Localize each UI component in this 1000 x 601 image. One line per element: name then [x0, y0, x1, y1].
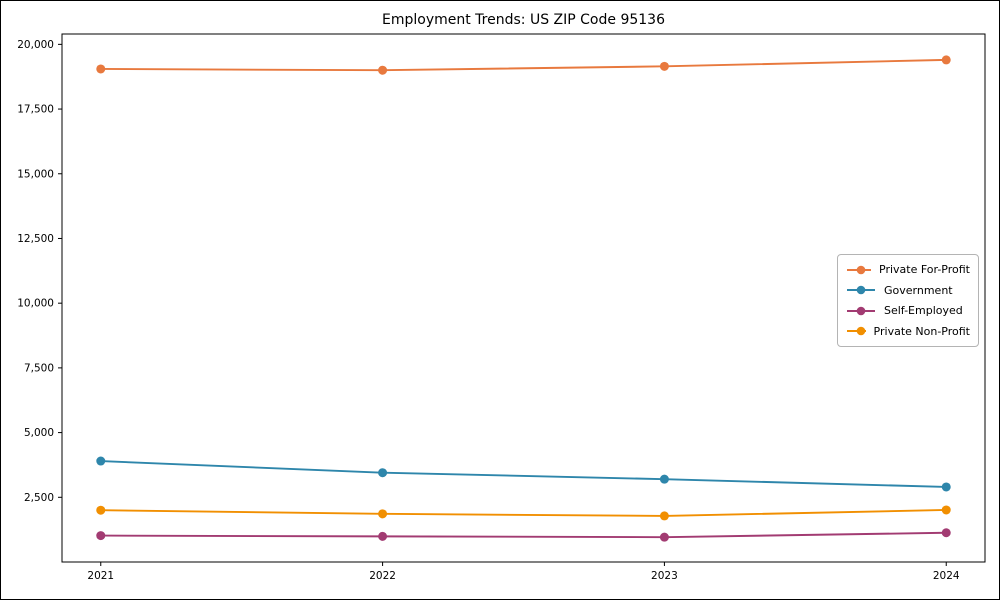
plot-frame: [61, 33, 986, 563]
data-point: [941, 505, 951, 515]
data-point: [96, 456, 106, 466]
series-line: [100, 509, 947, 517]
legend-swatch-icon: [847, 306, 875, 316]
series-line: [100, 531, 947, 539]
legend-swatch-icon: [847, 327, 866, 336]
data-point: [378, 468, 388, 478]
y-tick-label: 15,000: [17, 168, 54, 180]
legend: Private For-Profit Government Self-Employe…: [837, 254, 979, 347]
data-point: [96, 505, 106, 515]
data-point: [96, 531, 106, 541]
legend-item: Government: [846, 283, 970, 298]
y-tick-label: 10,000: [17, 298, 54, 310]
y-tick-label: 7,500: [24, 362, 54, 374]
legend-swatch-icon: [847, 265, 871, 274]
data-point: [659, 511, 669, 521]
legend-item: Private Non-Profit: [846, 324, 970, 339]
chart-title: Employment Trends: US ZIP Code 95136: [382, 12, 665, 28]
series-line: [100, 460, 947, 488]
legend-label: Private Non-Profit: [873, 324, 970, 338]
series-self-employed: [96, 528, 951, 542]
x-tick-label: 2023: [651, 570, 678, 582]
x-axis: 2021 2022 2023 2024: [87, 562, 960, 582]
series-private-for-profit: [96, 55, 951, 75]
data-point: [659, 61, 669, 71]
data-point: [941, 55, 951, 65]
series-line: [100, 58, 947, 72]
x-tick-label: 2024: [933, 570, 960, 582]
y-tick-label: 5,000: [24, 427, 54, 439]
legend-label: Government: [884, 283, 953, 297]
series-private-non-profit: [96, 505, 951, 521]
data-point: [941, 528, 951, 538]
legend-label: Self-Employed: [884, 304, 963, 318]
data-point: [659, 532, 669, 542]
y-tick-label: 2,500: [24, 492, 54, 504]
legend-label: Private For-Profit: [879, 263, 970, 276]
data-point: [96, 64, 106, 74]
x-tick-label: 2021: [87, 570, 114, 582]
y-tick-label: 17,500: [17, 104, 54, 116]
legend-swatch-icon: [847, 285, 875, 295]
legend-item: Private For-Profit: [846, 262, 970, 277]
data-point: [378, 509, 388, 519]
legend-item: Self-Employed: [846, 303, 970, 318]
y-tick-label: 12,500: [17, 233, 54, 245]
series-government: [96, 456, 951, 492]
x-tick-label: 2022: [369, 570, 396, 582]
y-tick-label: 20,000: [17, 39, 54, 51]
data-point: [659, 474, 669, 484]
y-axis: 2,500 5,000 7,500 10,000 12,500 15,000 17,500 2…: [17, 39, 62, 504]
data-point: [378, 65, 388, 75]
data-point: [941, 482, 951, 492]
data-point: [378, 531, 388, 541]
